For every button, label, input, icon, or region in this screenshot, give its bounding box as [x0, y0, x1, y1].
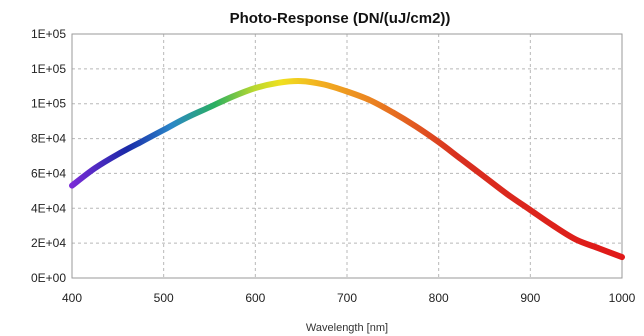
x-axis-label: Wavelength [nm] [306, 322, 388, 334]
x-tick-label: 500 [154, 291, 174, 305]
series-layer [69, 78, 625, 261]
plot-frame [71, 33, 623, 279]
x-tick-label: 1000 [609, 291, 636, 305]
grid-lines [72, 34, 622, 278]
x-tick-label: 400 [62, 291, 82, 305]
y-tick-label: 0E+00 [31, 271, 66, 285]
y-tick-label: 2E+04 [31, 236, 66, 250]
y-tick-label: 1E+05 [31, 97, 66, 111]
y-tick-label: 4E+04 [31, 201, 66, 215]
chart-title: Photo-Response (DN/(uJ/cm2)) [230, 10, 451, 27]
x-tick-label: 700 [337, 291, 357, 305]
y-tick-label: 1E+05 [31, 62, 66, 76]
x-tick-label: 800 [429, 291, 449, 305]
y-tick-label: 6E+04 [31, 166, 66, 180]
series-line [69, 78, 625, 261]
y-tick-label: 8E+04 [31, 132, 66, 146]
y-tick-label: 1E+05 [31, 27, 66, 41]
x-tick-label: 900 [520, 291, 540, 305]
x-tick-label: 600 [245, 291, 265, 305]
x-axis-ticks: 400 500 600 700 800 900 1000 [62, 291, 636, 305]
y-axis-ticks: 0E+00 2E+04 4E+04 6E+04 8E+04 1E+05 1E+05 1E+05 [31, 27, 66, 285]
